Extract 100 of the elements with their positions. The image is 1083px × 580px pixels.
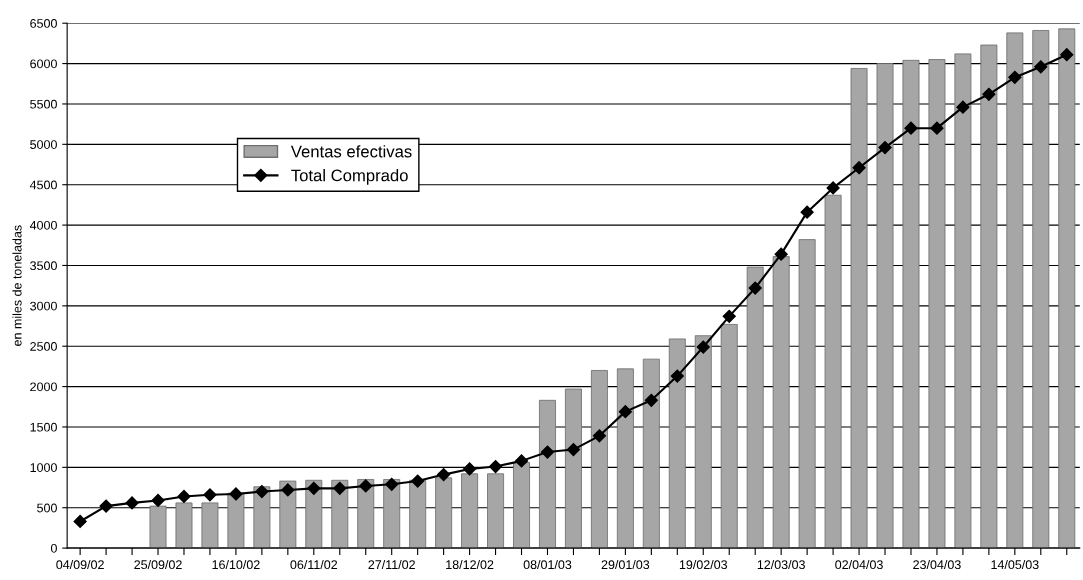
- bar: [539, 399, 556, 549]
- bar: [954, 53, 972, 549]
- point: [748, 281, 762, 295]
- bar: [175, 502, 193, 549]
- bar: [798, 239, 816, 549]
- bar: [1006, 32, 1024, 549]
- bar: [1032, 30, 1050, 549]
- legend-label: Ventas efectivas: [290, 145, 412, 158]
- y-tick-label: 3000: [30, 301, 57, 311]
- point: [1008, 70, 1022, 84]
- x-tick-label: 08/01/03: [523, 559, 572, 570]
- x-tick-label: 04/09/02: [56, 559, 104, 570]
- y-tick-label: 1000: [30, 463, 57, 472]
- bar: [876, 63, 894, 549]
- point: [385, 477, 399, 491]
- bar: [461, 473, 479, 549]
- point: [1060, 48, 1074, 62]
- bar: [746, 266, 764, 549]
- point: [540, 445, 555, 459]
- x-tick-label: 23/04/03: [913, 559, 961, 570]
- bar: [357, 479, 375, 549]
- y-tick-label: 5500: [30, 99, 57, 109]
- point: [982, 87, 996, 101]
- y-tick-label: 1500: [30, 422, 57, 432]
- x-tick-label: 25/09/02: [134, 559, 182, 570]
- point: [125, 496, 139, 510]
- point: [800, 205, 814, 219]
- point: [722, 309, 736, 323]
- x-tick-label: 19/02/03: [679, 559, 728, 570]
- bar: [928, 59, 946, 549]
- y-axis-title: en miles de toneladas: [12, 225, 22, 346]
- point: [514, 454, 529, 468]
- x-tick-label: 29/01/03: [601, 559, 650, 570]
- point: [878, 140, 892, 155]
- point: [177, 489, 191, 504]
- bar: [1058, 28, 1076, 549]
- y-tick-label: 3500: [30, 261, 57, 271]
- point: [618, 405, 632, 419]
- bar: [642, 358, 660, 549]
- bar: [902, 59, 920, 549]
- y-tick-label: 2500: [30, 342, 57, 351]
- x-tick-label: 12/03/03: [757, 559, 805, 570]
- y-tick-label: 0: [50, 543, 57, 553]
- point: [1034, 60, 1048, 74]
- point: [956, 100, 970, 114]
- bar: [616, 368, 634, 549]
- bar: [227, 492, 245, 549]
- point: [463, 462, 477, 476]
- bar: [487, 473, 505, 549]
- bar: [564, 388, 582, 549]
- bar: [980, 44, 998, 549]
- point: [852, 161, 866, 175]
- bar: [772, 256, 790, 549]
- x-tick-label: 16/10/02: [212, 559, 260, 570]
- point: [307, 481, 321, 495]
- point: [99, 499, 113, 513]
- point: [411, 474, 425, 488]
- point: [774, 247, 788, 261]
- point: [670, 369, 684, 383]
- bar: [409, 479, 427, 549]
- bar: [668, 338, 686, 549]
- point: [229, 487, 243, 501]
- x-tick-label: 06/11/02: [290, 559, 338, 570]
- y-tick-label: 2000: [30, 382, 57, 392]
- bar: [435, 477, 453, 549]
- bar: [850, 68, 868, 549]
- bar: [201, 502, 219, 549]
- point: [826, 181, 840, 195]
- y-tick-label: 4000: [29, 220, 57, 230]
- point: [333, 481, 347, 495]
- bar: [383, 479, 401, 549]
- bar: [513, 462, 530, 549]
- point: [696, 340, 710, 354]
- y-tick-label: 6000: [30, 59, 57, 69]
- point: [930, 121, 944, 135]
- point: [281, 483, 295, 497]
- point: [73, 514, 87, 529]
- y-tick-label: 5000: [30, 140, 57, 149]
- point: [488, 459, 503, 474]
- y-tick-label: 500: [37, 503, 57, 513]
- point: [904, 121, 918, 135]
- bar: [590, 370, 608, 549]
- point: [644, 393, 658, 407]
- point: [359, 479, 373, 493]
- bar: [149, 505, 167, 549]
- bar: [331, 479, 349, 549]
- bar: [305, 479, 323, 549]
- point: [203, 488, 217, 502]
- x-tick-label: 27/11/02: [368, 559, 415, 570]
- legend-label: Total Comprado: [291, 169, 408, 185]
- x-tick-label: 02/04/03: [835, 559, 883, 570]
- bar: [720, 323, 738, 549]
- bar: [824, 194, 842, 549]
- bar: [694, 335, 712, 549]
- point: [566, 442, 581, 457]
- x-tick-label: 14/05/03: [991, 559, 1039, 570]
- bar: [279, 480, 297, 549]
- y-tick-label: 4500: [29, 180, 57, 190]
- y-tick-label: 6500: [30, 19, 57, 28]
- x-tick-label: 18/12/02: [446, 559, 494, 570]
